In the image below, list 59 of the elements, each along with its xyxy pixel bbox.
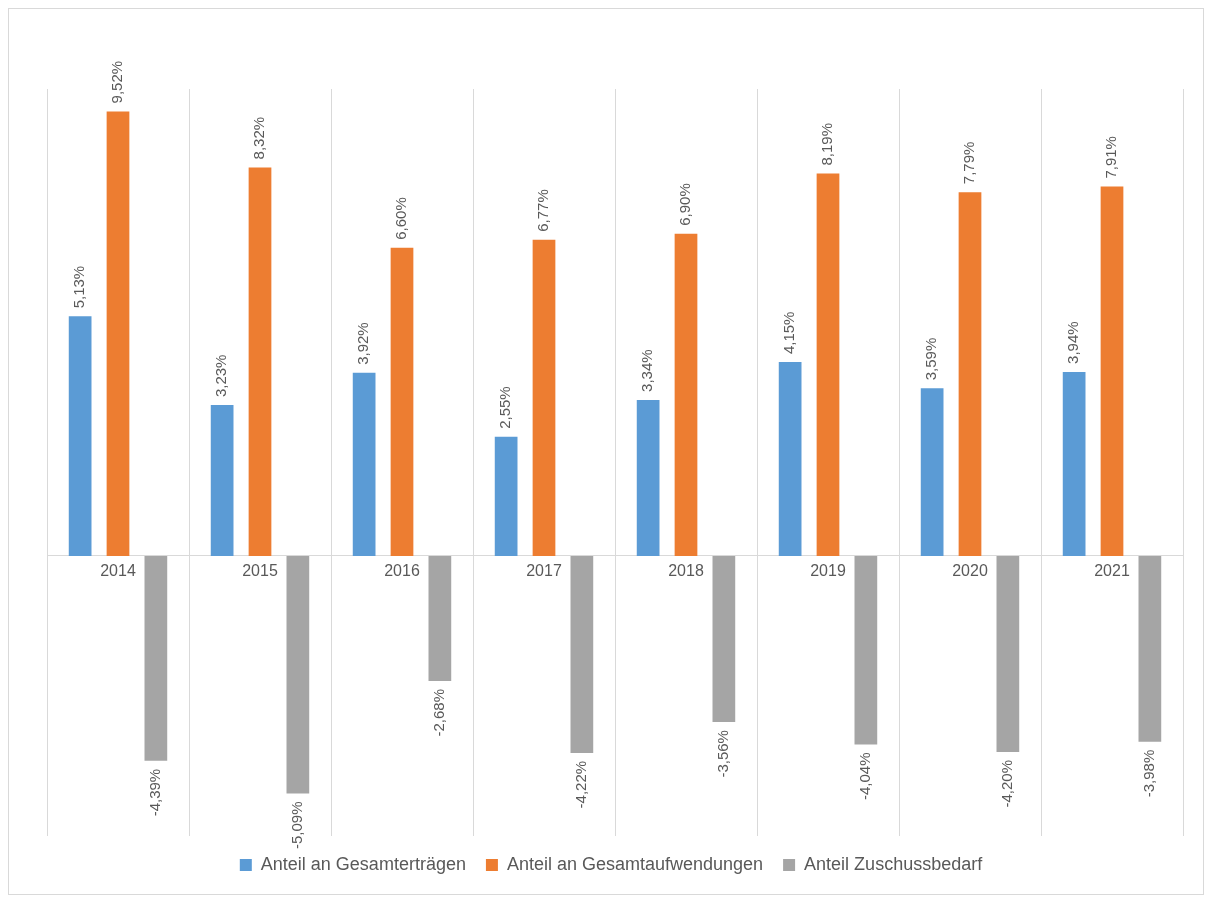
data-label: -4,39% <box>146 768 164 817</box>
data-label: -2,68% <box>430 689 448 737</box>
data-label: 3,23% <box>212 354 230 398</box>
bar <box>286 555 310 794</box>
data-label: 3,92% <box>354 322 372 365</box>
bar <box>816 173 840 556</box>
data-label: -5,09% <box>288 801 306 850</box>
data-label: -4,22% <box>572 760 590 809</box>
data-label: -3,98% <box>1140 749 1158 798</box>
bar <box>144 555 168 761</box>
legend-label: Anteil Zuschussbedarf <box>804 853 984 874</box>
data-label: -3,56% <box>714 730 732 778</box>
data-label: 2,55% <box>496 386 514 429</box>
data-label: 9,52% <box>108 60 126 104</box>
data-label: 5,13% <box>70 265 88 309</box>
bar <box>532 239 556 556</box>
bar <box>636 399 660 556</box>
data-label: 8,19% <box>818 122 836 166</box>
bar <box>570 555 594 753</box>
data-label: 7,91% <box>1102 136 1120 179</box>
bar <box>428 555 452 681</box>
bar <box>1138 555 1162 742</box>
bar <box>494 436 518 556</box>
x-tick-label: 2014 <box>100 561 136 579</box>
x-tick-label: 2017 <box>526 561 562 579</box>
legend-label: Anteil an Gesamtaufwendungen <box>506 853 764 874</box>
data-label: 6,77% <box>534 189 552 232</box>
x-tick-label: 2020 <box>952 561 988 579</box>
x-tick-label: 2015 <box>242 561 278 579</box>
bar <box>920 388 944 556</box>
bar <box>1100 186 1124 556</box>
data-label: 3,94% <box>1064 321 1082 364</box>
bar <box>958 192 982 556</box>
bar <box>210 405 234 556</box>
data-label: -4,04% <box>856 752 874 801</box>
x-tick-label: 2021 <box>1094 561 1130 579</box>
bar <box>68 316 92 556</box>
data-label: 6,60% <box>392 197 410 240</box>
x-tick-label: 2019 <box>810 561 846 579</box>
bar <box>106 111 130 556</box>
bar <box>996 555 1020 752</box>
data-label: -4,20% <box>998 759 1016 808</box>
bar <box>854 555 878 745</box>
data-label: 3,34% <box>638 349 656 392</box>
legend-label: Anteil an Gesamterträgen <box>260 853 466 874</box>
bar <box>778 362 802 556</box>
bar <box>390 247 414 556</box>
data-label: 8,32% <box>250 116 268 160</box>
data-label: 3,59% <box>922 337 940 381</box>
bar <box>674 233 698 556</box>
data-label: 4,15% <box>780 311 798 355</box>
data-label: 7,79% <box>960 141 978 185</box>
bar <box>352 372 376 556</box>
data-label: 6,90% <box>676 183 694 226</box>
bar <box>248 167 272 556</box>
x-tick-label: 2018 <box>668 561 704 579</box>
bar <box>1062 371 1086 556</box>
bar <box>712 555 736 723</box>
x-tick-label: 2016 <box>384 561 420 579</box>
